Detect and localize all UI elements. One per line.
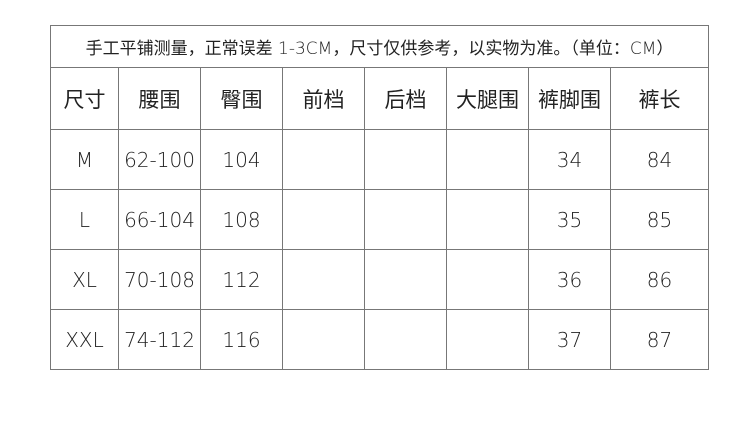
table-row: XXL 74-112 116 37 87 [50,309,709,370]
table-row: L 66-104 108 35 85 [50,189,709,250]
cell-size: XXL [50,309,119,370]
cell-leg-opening: 34 [528,129,611,190]
header-front-rise: 前档 [282,67,365,130]
cell-hip: 104 [200,129,283,190]
header-length: 裤长 [610,67,709,130]
cell-size: L [50,189,119,250]
table-row: XL 70-108 112 36 86 [50,249,709,310]
cell-waist: 70-108 [118,249,201,310]
header-hip: 臀围 [200,67,283,130]
header-thigh: 大腿围 [446,67,529,130]
header-back-rise: 后档 [364,67,447,130]
cell-hip: 112 [200,249,283,310]
cell-back-rise [364,249,447,310]
cell-length: 85 [610,189,709,250]
cell-length: 87 [610,309,709,370]
cell-front-rise [282,309,365,370]
cell-front-rise [282,129,365,190]
cell-size: XL [50,249,119,310]
cell-front-rise [282,249,365,310]
size-table: 手工平铺测量，正常误差 1-3CM，尺寸仅供参考，以实物为准。（单位：CM） 尺… [50,25,709,370]
cell-front-rise [282,189,365,250]
cell-back-rise [364,189,447,250]
cell-leg-opening: 37 [528,309,611,370]
cell-size: M [50,129,119,190]
cell-thigh [446,129,529,190]
table-row: M 62-100 104 34 84 [50,129,709,190]
header-leg-opening: 裤脚围 [528,67,611,130]
cell-leg-opening: 35 [528,189,611,250]
cell-thigh [446,249,529,310]
cell-hip: 116 [200,309,283,370]
cell-thigh [446,189,529,250]
table-title: 手工平铺测量，正常误差 1-3CM，尺寸仅供参考，以实物为准。（单位：CM） [50,25,709,68]
cell-back-rise [364,129,447,190]
header-waist: 腰围 [118,67,201,130]
cell-thigh [446,309,529,370]
header-size: 尺寸 [50,67,119,130]
header-row: 尺寸 腰围 臀围 前档 后档 大腿围 裤脚围 裤长 [50,67,709,130]
cell-waist: 66-104 [118,189,201,250]
cell-hip: 108 [200,189,283,250]
cell-leg-opening: 36 [528,249,611,310]
cell-length: 84 [610,129,709,190]
cell-waist: 62-100 [118,129,201,190]
cell-waist: 74-112 [118,309,201,370]
cell-length: 86 [610,249,709,310]
cell-back-rise [364,309,447,370]
